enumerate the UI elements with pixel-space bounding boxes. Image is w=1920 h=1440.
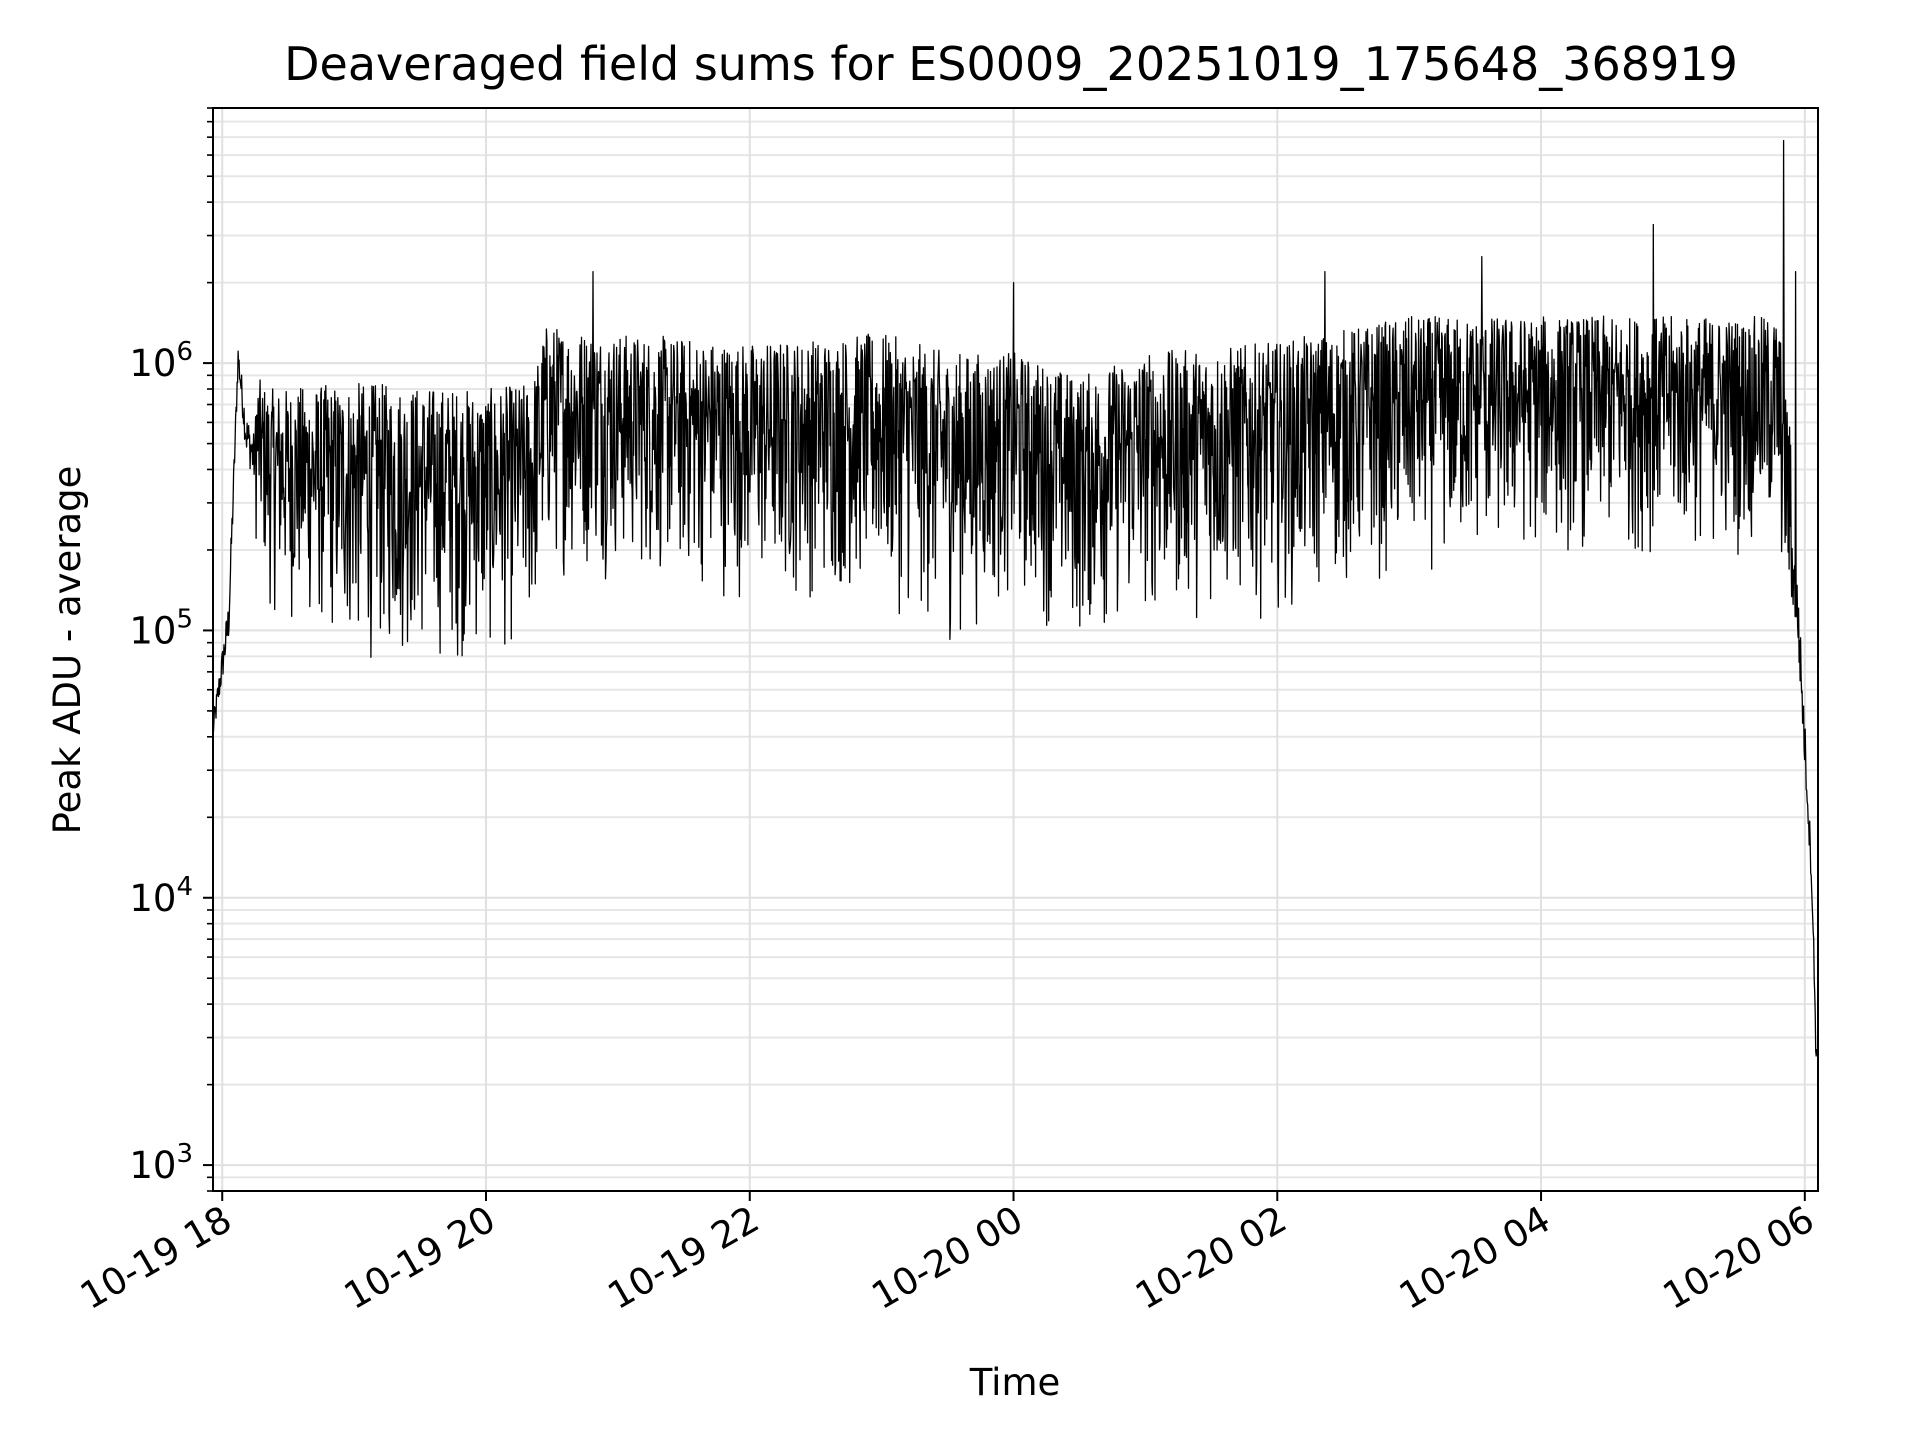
y-axis: 103 104 105 106	[129, 107, 213, 1192]
series-line	[212, 139, 1818, 1057]
x-axis-label: Time	[969, 1361, 1061, 1404]
y-axis-label: Peak ADU - average	[46, 466, 89, 835]
plot-frame	[212, 107, 1819, 1192]
y-tick-label: 106	[129, 337, 193, 385]
y-tick-label: 104	[129, 872, 193, 920]
chart-title: Deaveraged field sums for ES0009_2025101…	[284, 37, 1738, 91]
y-tick-label: 103	[129, 1139, 193, 1187]
y-tick-label: 105	[129, 604, 193, 652]
plot-area	[212, 107, 1819, 1192]
